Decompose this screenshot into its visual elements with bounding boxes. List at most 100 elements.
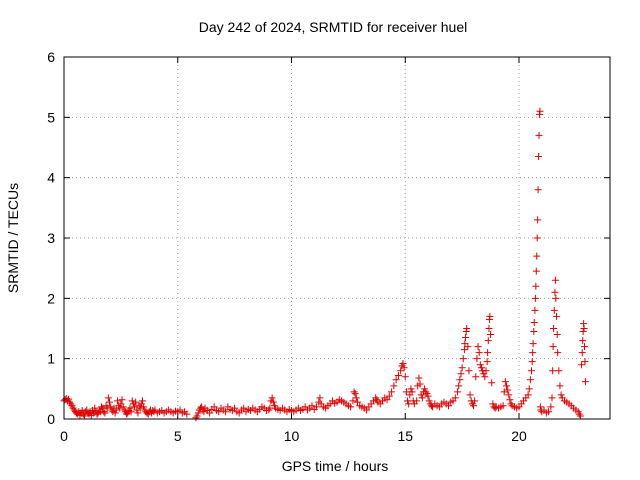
data-point: [484, 349, 492, 357]
data-point: [526, 376, 534, 384]
data-point: [413, 397, 421, 405]
data-point: [475, 349, 483, 357]
data-point: [128, 397, 136, 405]
data-point: [421, 385, 429, 393]
data-point: [222, 408, 230, 416]
data-point: [532, 267, 540, 275]
data-point: [471, 397, 479, 405]
data-point: [316, 394, 324, 402]
data-point: [473, 355, 481, 363]
data-point: [531, 306, 539, 314]
data-point: [501, 378, 509, 386]
data-point: [506, 396, 514, 404]
y-tick-label: 0: [47, 411, 55, 427]
data-point: [206, 409, 214, 417]
data-point: [136, 404, 144, 412]
data-point: [459, 355, 467, 363]
data-point: [351, 390, 359, 398]
data-point: [458, 364, 466, 372]
data-point: [534, 186, 542, 194]
data-point: [388, 388, 396, 396]
data-point: [401, 373, 409, 381]
data-point: [91, 404, 99, 412]
data-point: [138, 397, 146, 405]
data-point: [483, 358, 491, 366]
data-point: [532, 282, 540, 290]
data-point: [533, 252, 541, 260]
y-tick-label: 2: [47, 290, 55, 306]
x-tick-label: 20: [511, 428, 527, 444]
data-point: [265, 406, 273, 414]
data-point: [120, 406, 128, 414]
data-point: [454, 388, 462, 396]
data-point: [192, 414, 200, 422]
x-axis-label: GPS time / hours: [282, 458, 389, 474]
data-point: [476, 361, 484, 369]
data-point: [549, 343, 557, 351]
data-point: [553, 312, 561, 320]
data-point: [132, 398, 140, 406]
data-point: [116, 404, 124, 412]
data-point: [474, 343, 482, 351]
data-point: [548, 394, 556, 402]
data-point: [397, 367, 405, 375]
chart-title: Day 242 of 2024, SRMTID for receiver hue…: [199, 19, 467, 35]
data-point: [133, 406, 141, 414]
data-point: [103, 404, 111, 412]
data-point: [104, 394, 112, 402]
data-point: [80, 412, 88, 420]
data-point: [472, 373, 480, 381]
data-point: [78, 407, 86, 415]
data-point: [407, 385, 415, 393]
data-point: [500, 388, 508, 396]
data-point: [551, 276, 559, 284]
data-point: [550, 325, 558, 332]
data-point: [499, 402, 507, 410]
data-point: [353, 398, 361, 406]
data-point: [106, 398, 113, 406]
data-point: [579, 337, 587, 345]
data-point: [489, 400, 497, 408]
data-point: [534, 216, 542, 224]
data-point: [240, 404, 248, 412]
data-point: [557, 391, 565, 399]
data-point: [347, 403, 355, 411]
data-point: [400, 364, 408, 372]
data-point: [268, 394, 276, 402]
data-point: [553, 331, 561, 339]
x-tick-label: 5: [174, 428, 182, 444]
data-point: [525, 385, 533, 393]
data-point: [390, 382, 398, 390]
data-point: [83, 406, 91, 414]
data-point: [462, 334, 470, 342]
data-point: [210, 403, 218, 411]
data-point: [488, 379, 496, 387]
data-point: [67, 400, 75, 408]
data-point: [101, 409, 109, 417]
data-point: [575, 410, 583, 418]
data-point: [69, 404, 77, 412]
data-point: [484, 337, 492, 345]
data-point: [408, 388, 416, 396]
data-point: [581, 343, 589, 351]
data-point: [531, 294, 539, 302]
data-point: [470, 402, 477, 410]
data-point: [529, 340, 537, 348]
data-point: [487, 331, 495, 339]
data-point: [383, 396, 391, 404]
data-point: [535, 131, 543, 139]
data-point: [308, 402, 316, 410]
data-point: [530, 328, 538, 336]
data-point: [460, 346, 468, 354]
data-point: [550, 306, 558, 314]
data-point: [556, 382, 564, 390]
y-axis-label: SRMTID / TECUs: [5, 183, 21, 293]
data-point: [98, 403, 106, 411]
y-tick-label: 3: [47, 230, 55, 246]
data-point: [466, 391, 474, 399]
data-point: [533, 234, 541, 242]
data-point: [581, 358, 589, 366]
data-point: [215, 408, 223, 416]
data-point: [547, 403, 555, 411]
data-point: [455, 382, 463, 390]
